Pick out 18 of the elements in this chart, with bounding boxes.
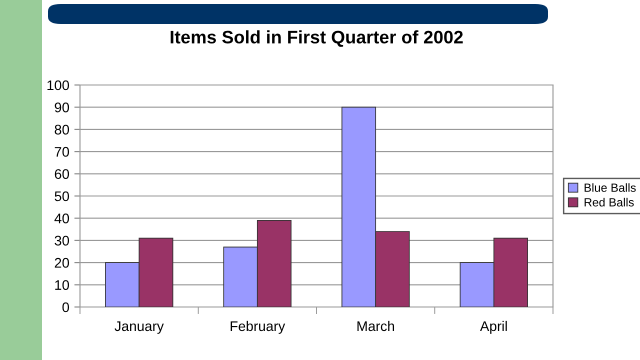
- y-tick-label: 0: [62, 302, 70, 312]
- y-tick-label: 100: [47, 80, 70, 90]
- y-tick-label: 30: [54, 236, 70, 246]
- legend-label: Red Balls: [584, 198, 634, 207]
- y-tick-label: 90: [54, 102, 70, 112]
- y-tick-label: 70: [54, 146, 70, 157]
- y-tick-label: 40: [54, 214, 70, 224]
- chart-title: Items Sold in First Quarter of 2002: [170, 30, 463, 47]
- legend-label: Blue Balls: [584, 183, 636, 192]
- x-tick-label: April: [480, 320, 507, 334]
- y-tick-label: 60: [54, 169, 70, 179]
- y-tick-label: 80: [54, 124, 70, 135]
- y-tick-label: 10: [55, 280, 70, 290]
- y-tick-label: 20: [54, 258, 70, 268]
- x-tick-label: February: [230, 320, 286, 334]
- y-tick-label: 50: [54, 191, 70, 202]
- x-tick-label: March: [357, 320, 394, 332]
- x-tick-label: January: [114, 321, 164, 334]
